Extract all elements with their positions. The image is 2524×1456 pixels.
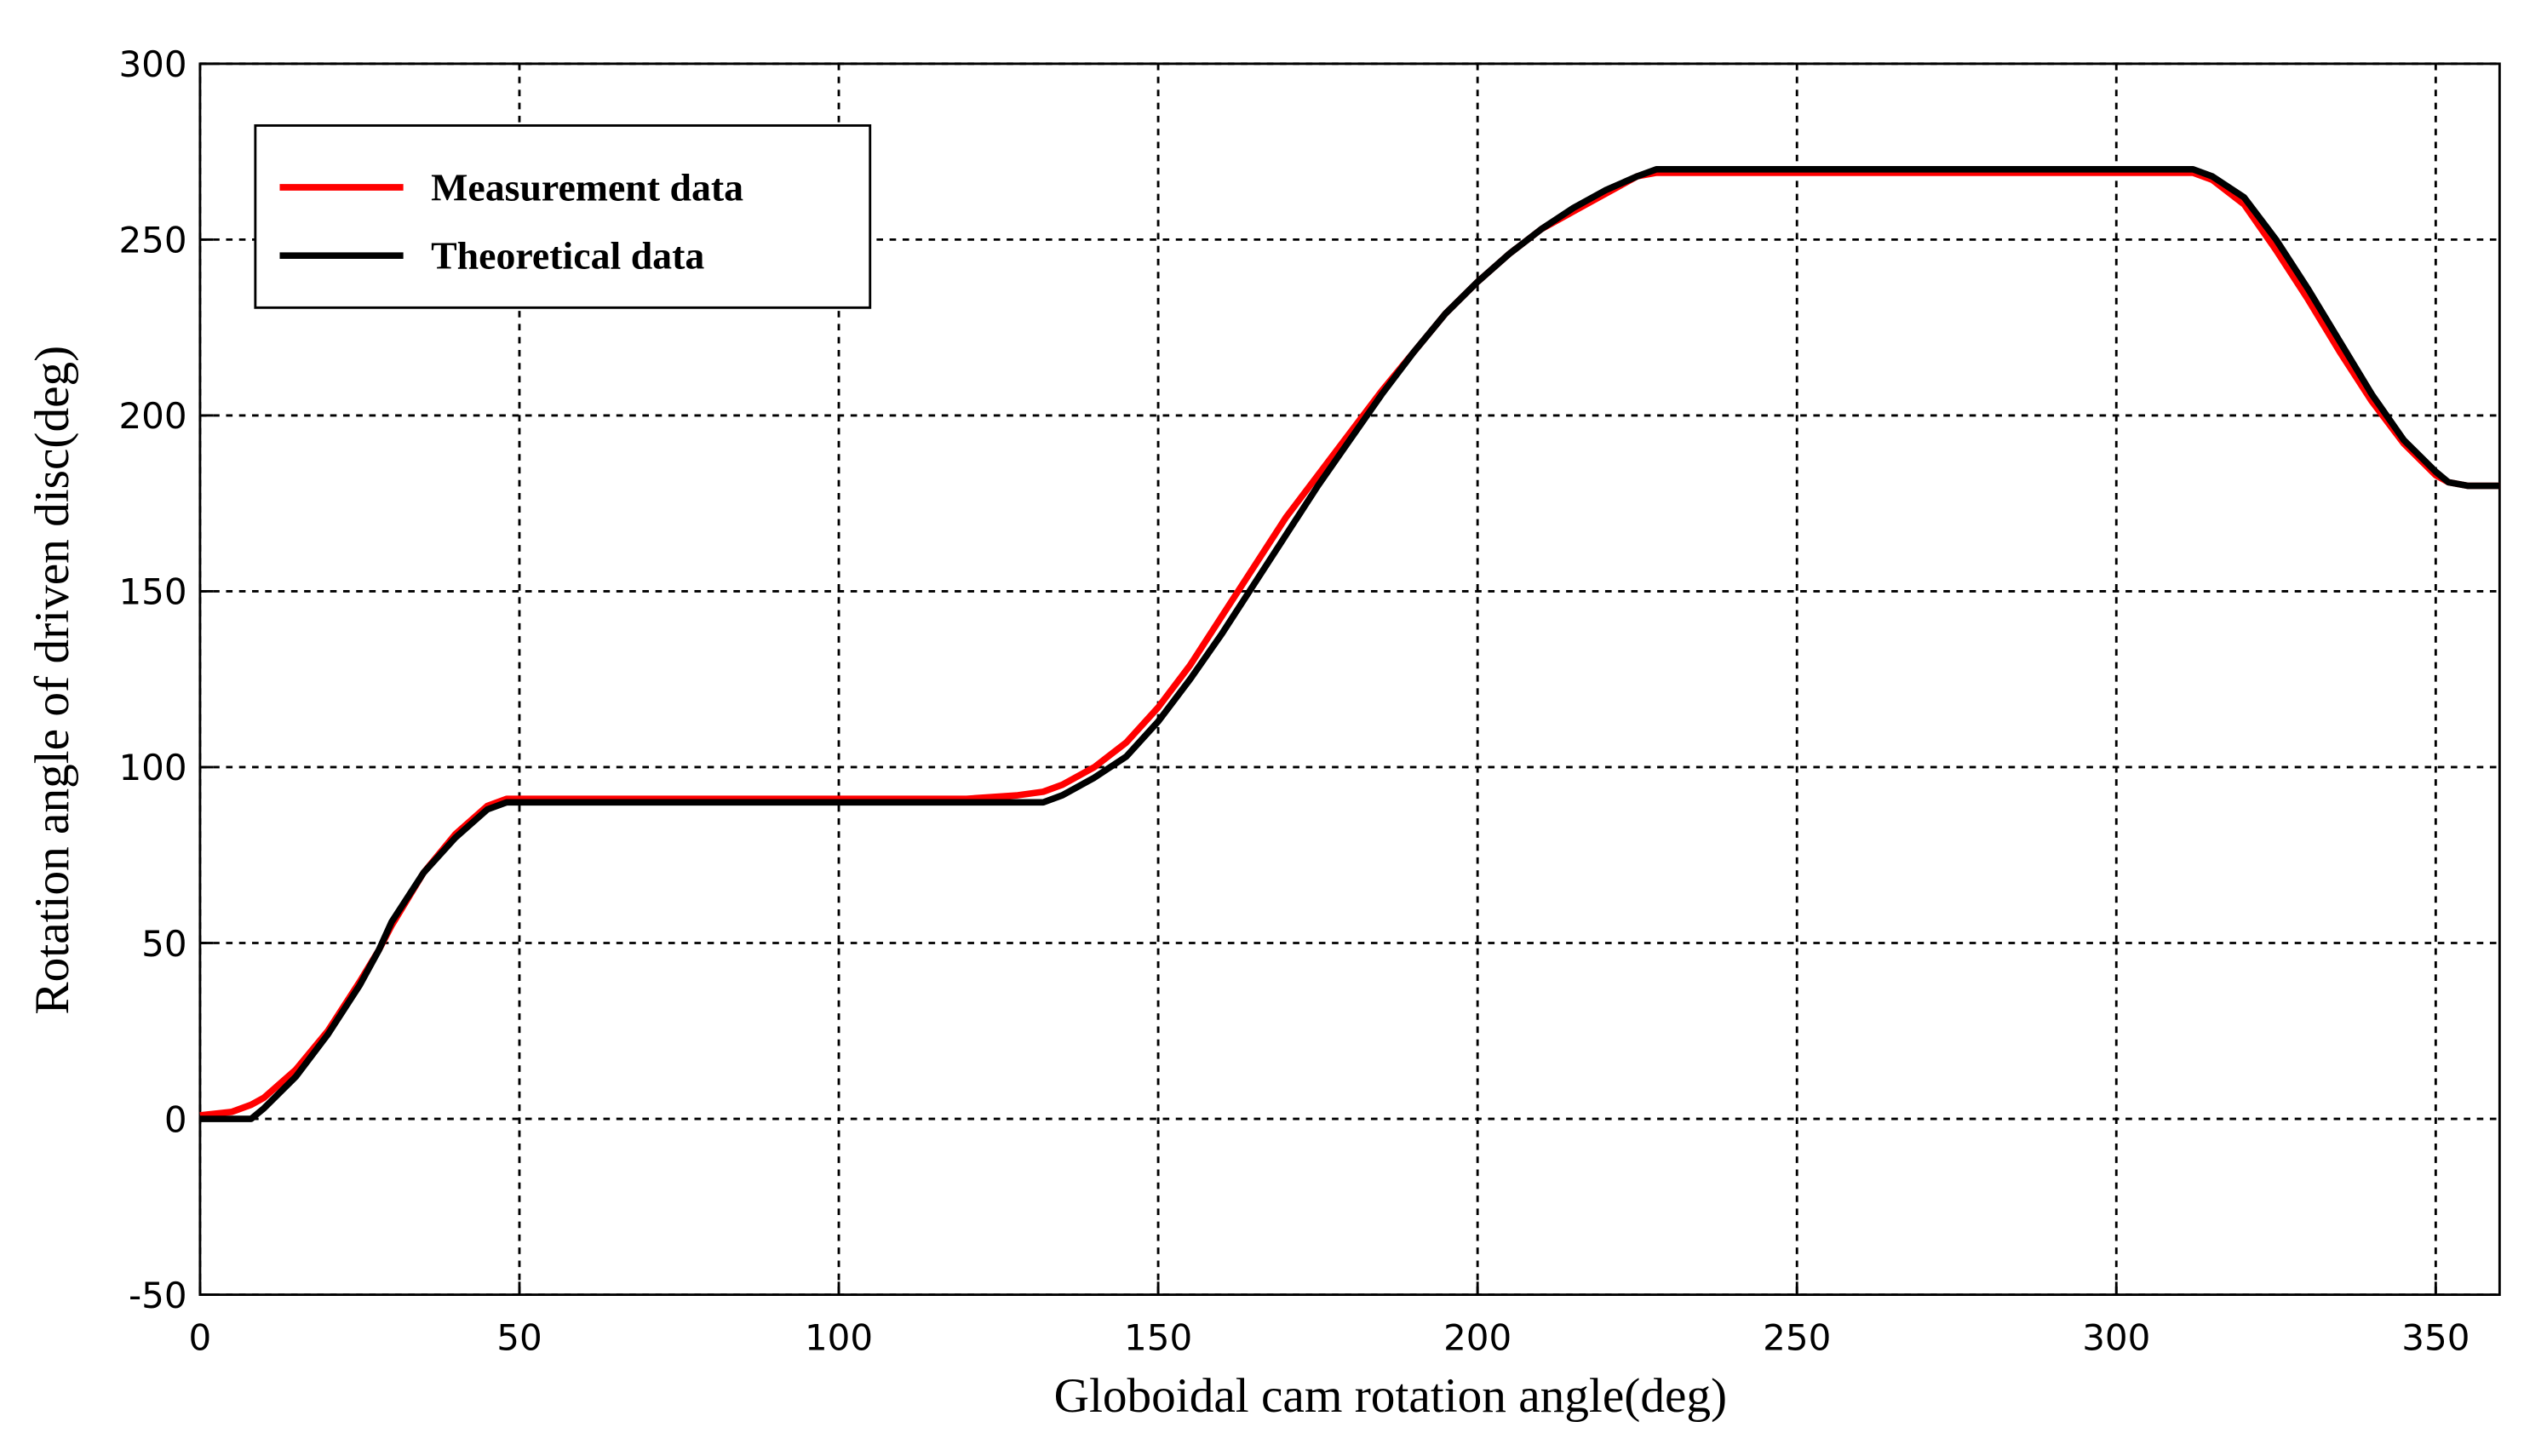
x-tick-label: 350 (2401, 1316, 2470, 1358)
x-tick-label: 300 (2082, 1316, 2150, 1358)
y-tick-label: 200 (118, 395, 186, 437)
data-line (199, 165, 2500, 1122)
x-tick-label: 250 (1763, 1316, 1831, 1358)
y-tick-label: -50 (129, 1275, 187, 1316)
x-tick-label: 100 (805, 1316, 873, 1358)
y-tick-label: 50 (141, 923, 186, 965)
y-tick-label: 0 (164, 1098, 187, 1140)
legend: Measurement data Theoretical data (254, 123, 872, 309)
x-axis-label: Globoidal cam rotation angle(deg) (1054, 1369, 1728, 1423)
y-tick-label: 300 (118, 43, 186, 85)
x-tick-label: 50 (496, 1316, 542, 1358)
y-tick-label: 250 (118, 220, 186, 261)
legend-box (254, 123, 872, 309)
y-axis-label: Rotation angle of driven disc(deg) (26, 346, 79, 1015)
x-tick-label: 0 (189, 1316, 212, 1358)
plot-frame (198, 62, 2501, 1296)
legend-label: Measurement data (431, 165, 743, 209)
y-tick-label: 100 (118, 747, 186, 788)
x-tick-label: 200 (1443, 1316, 1512, 1358)
x-tick-label: 150 (1124, 1316, 1192, 1358)
legend-label: Theoretical data (431, 233, 704, 277)
y-tick-label: 150 (118, 571, 186, 613)
